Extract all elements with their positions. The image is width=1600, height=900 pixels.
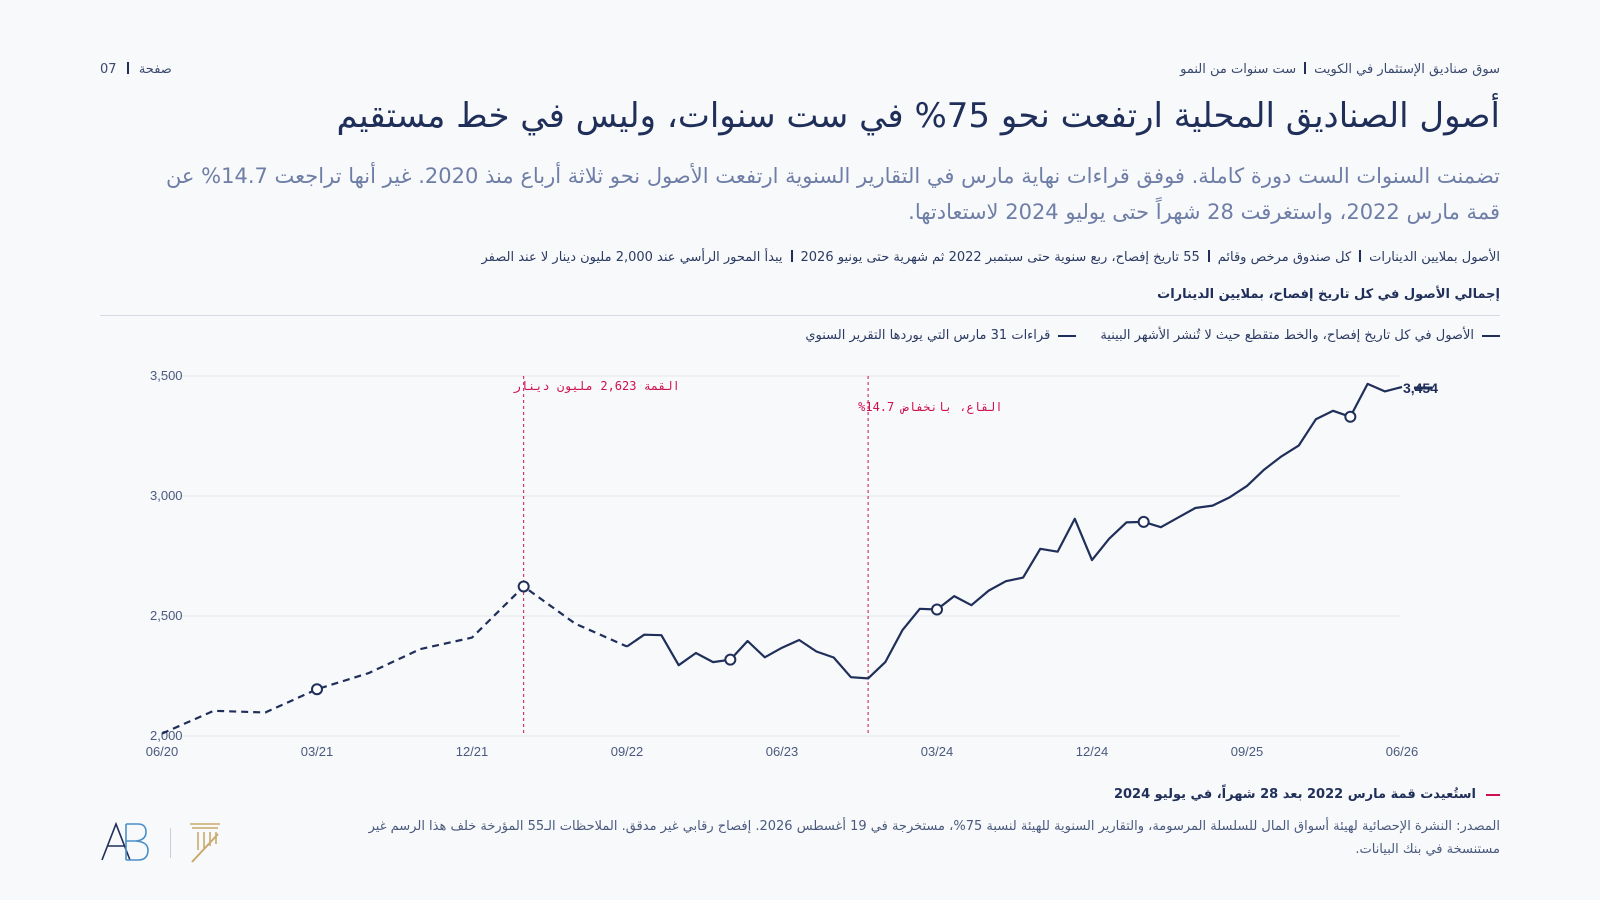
series-line-dashed bbox=[161, 585, 628, 735]
x-tick-label: 06/23 bbox=[766, 744, 799, 759]
x-tick-label: 03/24 bbox=[921, 744, 954, 759]
march-point bbox=[517, 580, 530, 593]
meta-separator bbox=[790, 250, 793, 262]
breadcrumb: سوق صناديق الإستثمار في الكويت ست سنوات م… bbox=[1180, 62, 1500, 77]
meta-scope: كل صندوق مرخص وقائم bbox=[1217, 250, 1352, 265]
breadcrumb-separator bbox=[1304, 62, 1307, 74]
x-tick-label: 09/25 bbox=[1231, 744, 1264, 759]
x-tick-label: 03/21 bbox=[301, 744, 334, 759]
end-value-label: 3,454 bbox=[1403, 380, 1438, 396]
note-marker-icon bbox=[1486, 793, 1500, 796]
legend-item-march: قراءات 31 مارس التي يوردها التقرير السنو… bbox=[805, 328, 1077, 343]
recovery-note: استُعيدت قمة مارس 2022 بعد 28 شهراً، في … bbox=[1114, 787, 1500, 802]
annotation-label: القاع، بانخفاض 14.7% bbox=[858, 400, 1003, 415]
x-tick-label: 12/24 bbox=[1076, 744, 1109, 759]
chart-title: إجمالي الأصول في كل تاريخ إفصاح، بملايين… bbox=[1157, 287, 1500, 302]
meta-dates: 55 تاريخ إفصاح، ربع سنوية حتى سبتمبر 202… bbox=[800, 250, 1200, 265]
y-tick-label: 2,500 bbox=[150, 608, 183, 623]
logo-separator bbox=[170, 828, 171, 858]
x-tick-label: 06/20 bbox=[146, 744, 179, 759]
page-subtitle: تضمنت السنوات الست دورة كاملة. فوفق قراء… bbox=[165, 164, 1500, 224]
legend-label: قراءات 31 مارس التي يوردها التقرير السنو… bbox=[805, 328, 1051, 343]
page-number-value: 07 bbox=[100, 62, 117, 77]
page-label: صفحة bbox=[138, 62, 172, 77]
column-logo-icon bbox=[190, 823, 220, 863]
meta-separator bbox=[1207, 250, 1210, 262]
page-number: صفحة 07 bbox=[100, 62, 172, 77]
note-text: استُعيدت قمة مارس 2022 بعد 28 شهراً، في … bbox=[1113, 787, 1476, 802]
meta-separator bbox=[1359, 250, 1362, 262]
meta-axis-note: يبدأ المحور الرأسي عند 2,000 مليون دينار… bbox=[481, 250, 783, 265]
march-point bbox=[1344, 410, 1357, 423]
source-note: المصدر: النشرة الإحصائية لهيئة أسواق الم… bbox=[368, 819, 1500, 857]
chart-legend: الأصول في كل تاريخ إفصاح، والخط متقطع حي… bbox=[805, 328, 1500, 343]
x-tick-label: 09/22 bbox=[611, 744, 644, 759]
x-tick-label: 06/26 bbox=[1386, 744, 1419, 759]
legend-march-line-icon bbox=[1058, 334, 1077, 337]
top-bar: سوق صناديق الإستثمار في الكويت ست سنوات م… bbox=[100, 62, 1500, 82]
ab-logo-icon bbox=[101, 821, 149, 861]
chart-meta: الأصول بملايين الدينارات كل صندوق مرخص وق… bbox=[481, 250, 1500, 265]
page-separator bbox=[126, 62, 129, 74]
breadcrumb-sub: ست سنوات من النمو bbox=[1180, 62, 1297, 77]
march-point bbox=[724, 653, 737, 666]
series-line-solid bbox=[626, 382, 1403, 680]
divider bbox=[100, 315, 1500, 316]
legend-label: الأصول في كل تاريخ إفصاح، والخط متقطع حي… bbox=[1100, 328, 1474, 343]
march-point bbox=[311, 683, 323, 696]
march-point bbox=[931, 603, 943, 616]
y-tick-label: 2,000 bbox=[150, 728, 183, 743]
meta-units: الأصول بملايين الدينارات bbox=[1369, 250, 1500, 265]
x-tick-label: 12/21 bbox=[456, 744, 489, 759]
y-tick-label: 3,500 bbox=[150, 368, 183, 383]
page-title: أصول الصناديق المحلية ارتفعت نحو 75% في … bbox=[336, 96, 1500, 136]
legend-item-disclosures: الأصول في كل تاريخ إفصاح، والخط متقطع حي… bbox=[1100, 328, 1500, 343]
annotation-label: القمة 2,623 مليون دينار bbox=[513, 379, 680, 394]
march-point bbox=[1137, 515, 1150, 528]
y-tick-label: 3,000 bbox=[150, 488, 183, 503]
breadcrumb-main: سوق صناديق الإستثمار في الكويت bbox=[1314, 62, 1500, 77]
legend-solid-line-icon bbox=[1482, 334, 1500, 337]
